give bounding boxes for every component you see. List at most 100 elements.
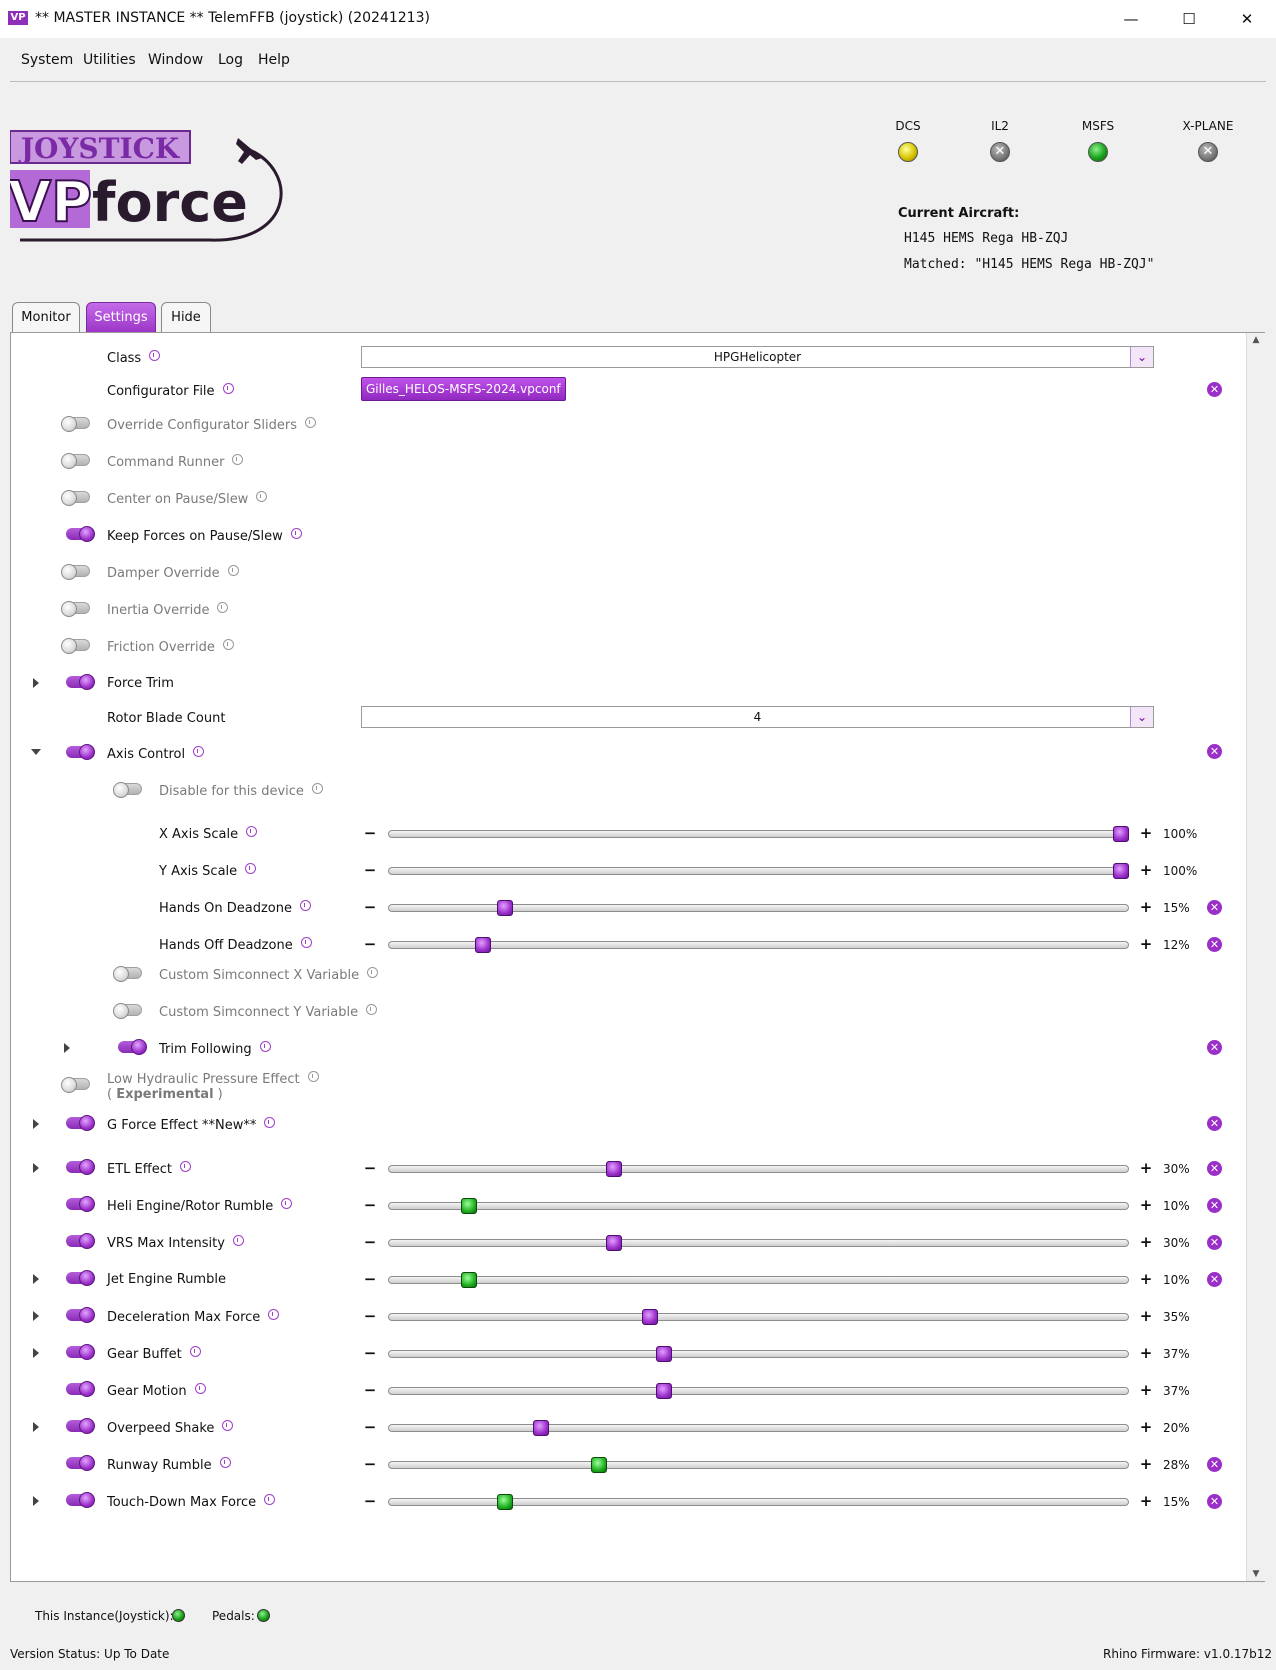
menu-log[interactable]: Log	[218, 52, 244, 68]
etl-effect-increase-button[interactable]: +	[1139, 1159, 1153, 1177]
runway-rumble-toggle[interactable]	[66, 1455, 95, 1471]
clear-vrs-max-intensity-icon[interactable]: ✕	[1207, 1235, 1222, 1250]
etl-effect-slider-track[interactable]	[388, 1165, 1129, 1173]
etl-effect-toggle[interactable]	[66, 1159, 95, 1175]
clear-hands-off-deadzone-icon[interactable]: ✕	[1207, 937, 1222, 952]
tab-settings[interactable]: Settings	[86, 302, 156, 333]
y-axis-scale-slider-track[interactable]	[388, 867, 1129, 875]
heli-engine-rotor-rumble-decrease-button[interactable]: −	[363, 1196, 377, 1214]
info-icon[interactable]	[227, 565, 239, 576]
expand-gear-buffet-icon[interactable]	[33, 1348, 39, 1358]
collapse-axis-control-icon[interactable]	[31, 749, 41, 755]
info-icon[interactable]	[245, 863, 257, 874]
settings-scrollbar[interactable]: ▲ ▼	[1246, 333, 1265, 1581]
disable-device-toggle[interactable]	[113, 782, 142, 798]
menu-window[interactable]: Window	[148, 52, 204, 68]
vrs-max-intensity-slider-thumb[interactable]	[606, 1235, 622, 1251]
info-icon[interactable]	[222, 383, 234, 394]
clear-etl-effect-icon[interactable]: ✕	[1207, 1161, 1222, 1176]
heli-engine-rotor-rumble-slider-track[interactable]	[388, 1202, 1129, 1210]
runway-rumble-increase-button[interactable]: +	[1139, 1455, 1153, 1473]
clear-jet-engine-rumble-icon[interactable]: ✕	[1207, 1272, 1222, 1287]
deceleration-max-force-increase-button[interactable]: +	[1139, 1307, 1153, 1325]
overpeed-shake-increase-button[interactable]: +	[1139, 1418, 1153, 1436]
info-icon[interactable]	[179, 1161, 191, 1172]
tab-monitor[interactable]: Monitor	[12, 302, 80, 333]
jet-engine-rumble-slider-track[interactable]	[388, 1276, 1129, 1284]
menu-system[interactable]: System	[21, 52, 74, 68]
gear-buffet-increase-button[interactable]: +	[1139, 1344, 1153, 1362]
trim-following-toggle[interactable]	[118, 1039, 147, 1055]
expand-touch-down-max-force-icon[interactable]	[33, 1496, 39, 1506]
info-icon[interactable]	[194, 1383, 206, 1394]
runway-rumble-decrease-button[interactable]: −	[363, 1455, 377, 1473]
runway-rumble-slider-track[interactable]	[388, 1461, 1129, 1469]
gear-buffet-decrease-button[interactable]: −	[363, 1344, 377, 1362]
info-icon[interactable]	[193, 746, 205, 757]
info-icon[interactable]	[307, 1071, 319, 1082]
info-icon[interactable]	[367, 967, 379, 978]
info-icon[interactable]	[232, 1235, 244, 1246]
vrs-max-intensity-toggle[interactable]	[66, 1233, 95, 1249]
clear-runway-rumble-icon[interactable]: ✕	[1207, 1457, 1222, 1472]
override-sliders-toggle[interactable]	[61, 416, 90, 432]
info-icon[interactable]	[246, 826, 258, 837]
deceleration-max-force-toggle[interactable]	[66, 1307, 95, 1323]
jet-engine-rumble-decrease-button[interactable]: −	[363, 1270, 377, 1288]
low-hydraulic-toggle[interactable]	[61, 1077, 90, 1093]
clear-trim-following-icon[interactable]: ✕	[1207, 1040, 1222, 1055]
expand-g-force-icon[interactable]	[33, 1119, 39, 1129]
info-icon[interactable]	[305, 417, 317, 428]
info-icon[interactable]	[149, 350, 161, 361]
y-axis-scale-decrease-button[interactable]: −	[363, 861, 377, 879]
info-icon[interactable]	[300, 937, 312, 948]
info-icon[interactable]	[259, 1041, 271, 1052]
x-axis-scale-slider-thumb[interactable]	[1113, 826, 1129, 842]
clear-axis-control-icon[interactable]: ✕	[1207, 744, 1222, 759]
clear-config-icon[interactable]: ✕	[1207, 382, 1222, 397]
info-icon[interactable]	[256, 491, 268, 502]
command-runner-toggle[interactable]	[61, 453, 90, 469]
hands-off-deadzone-decrease-button[interactable]: −	[363, 935, 377, 953]
jet-engine-rumble-increase-button[interactable]: +	[1139, 1270, 1153, 1288]
custom-y-variable-toggle[interactable]	[113, 1003, 142, 1019]
menu-help[interactable]: Help	[258, 52, 290, 68]
info-icon[interactable]	[222, 1420, 234, 1431]
axis-control-toggle[interactable]	[66, 744, 95, 760]
runway-rumble-slider-thumb[interactable]	[591, 1457, 607, 1473]
hands-off-deadzone-slider-track[interactable]	[388, 941, 1129, 949]
touch-down-max-force-slider-thumb[interactable]	[497, 1494, 513, 1510]
clear-hands-on-deadzone-icon[interactable]: ✕	[1207, 900, 1222, 915]
vrs-max-intensity-slider-track[interactable]	[388, 1239, 1129, 1247]
clear-heli-engine-rotor-rumble-icon[interactable]: ✕	[1207, 1198, 1222, 1213]
damper-override-toggle[interactable]	[61, 564, 90, 580]
overpeed-shake-toggle[interactable]	[66, 1418, 95, 1434]
gear-motion-decrease-button[interactable]: −	[363, 1381, 377, 1399]
expand-force-trim-icon[interactable]	[33, 678, 39, 688]
g-force-toggle[interactable]	[66, 1115, 95, 1131]
inertia-override-toggle[interactable]	[61, 601, 90, 617]
expand-deceleration-max-force-icon[interactable]	[33, 1311, 39, 1321]
y-axis-scale-slider-thumb[interactable]	[1113, 863, 1129, 879]
jet-engine-rumble-slider-thumb[interactable]	[461, 1272, 477, 1288]
hands-on-deadzone-decrease-button[interactable]: −	[363, 898, 377, 916]
x-axis-scale-slider-track[interactable]	[388, 830, 1129, 838]
gear-buffet-slider-track[interactable]	[388, 1350, 1129, 1358]
overpeed-shake-slider-thumb[interactable]	[533, 1420, 549, 1436]
info-icon[interactable]	[311, 783, 323, 794]
info-icon[interactable]	[189, 1346, 201, 1357]
gear-buffet-toggle[interactable]	[66, 1344, 95, 1360]
hands-on-deadzone-increase-button[interactable]: +	[1139, 898, 1153, 916]
gear-buffet-slider-thumb[interactable]	[656, 1346, 672, 1362]
expand-etl-effect-icon[interactable]	[33, 1163, 39, 1173]
overpeed-shake-slider-track[interactable]	[388, 1424, 1129, 1432]
expand-overpeed-shake-icon[interactable]	[33, 1422, 39, 1432]
info-icon[interactable]	[219, 1457, 231, 1468]
overpeed-shake-decrease-button[interactable]: −	[363, 1418, 377, 1436]
heli-engine-rotor-rumble-toggle[interactable]	[66, 1196, 95, 1212]
info-icon[interactable]	[264, 1117, 276, 1128]
minimize-button[interactable]: —	[1123, 10, 1139, 28]
clear-touch-down-max-force-icon[interactable]: ✕	[1207, 1494, 1222, 1509]
close-button[interactable]: ✕	[1240, 10, 1254, 28]
info-icon[interactable]	[281, 1198, 293, 1209]
